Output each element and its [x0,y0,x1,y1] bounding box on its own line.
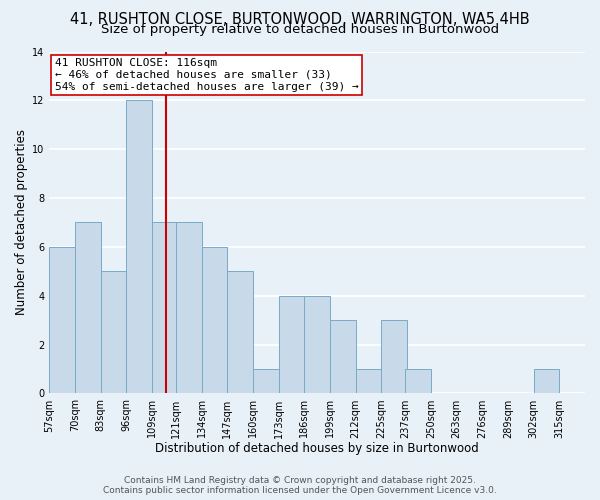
Bar [127,100,152,394]
Bar [176,222,202,394]
Text: 41, RUSHTON CLOSE, BURTONWOOD, WARRINGTON, WA5 4HB: 41, RUSHTON CLOSE, BURTONWOOD, WARRINGTO… [70,12,530,28]
Text: Size of property relative to detached houses in Burtonwood: Size of property relative to detached ho… [101,22,499,36]
Bar [405,369,431,394]
Bar [227,272,253,394]
Bar [152,222,178,394]
Bar [253,369,278,394]
Bar [382,320,407,394]
Bar [202,247,227,394]
Text: Contains HM Land Registry data © Crown copyright and database right 2025.
Contai: Contains HM Land Registry data © Crown c… [103,476,497,495]
Bar [101,272,127,394]
X-axis label: Distribution of detached houses by size in Burtonwood: Distribution of detached houses by size … [155,442,479,455]
Bar [75,222,101,394]
Bar [533,369,559,394]
Bar [49,247,75,394]
Y-axis label: Number of detached properties: Number of detached properties [15,130,28,316]
Bar [356,369,382,394]
Text: 41 RUSHTON CLOSE: 116sqm
← 46% of detached houses are smaller (33)
54% of semi-d: 41 RUSHTON CLOSE: 116sqm ← 46% of detach… [55,58,359,92]
Bar [278,296,304,394]
Bar [304,296,330,394]
Bar [330,320,356,394]
